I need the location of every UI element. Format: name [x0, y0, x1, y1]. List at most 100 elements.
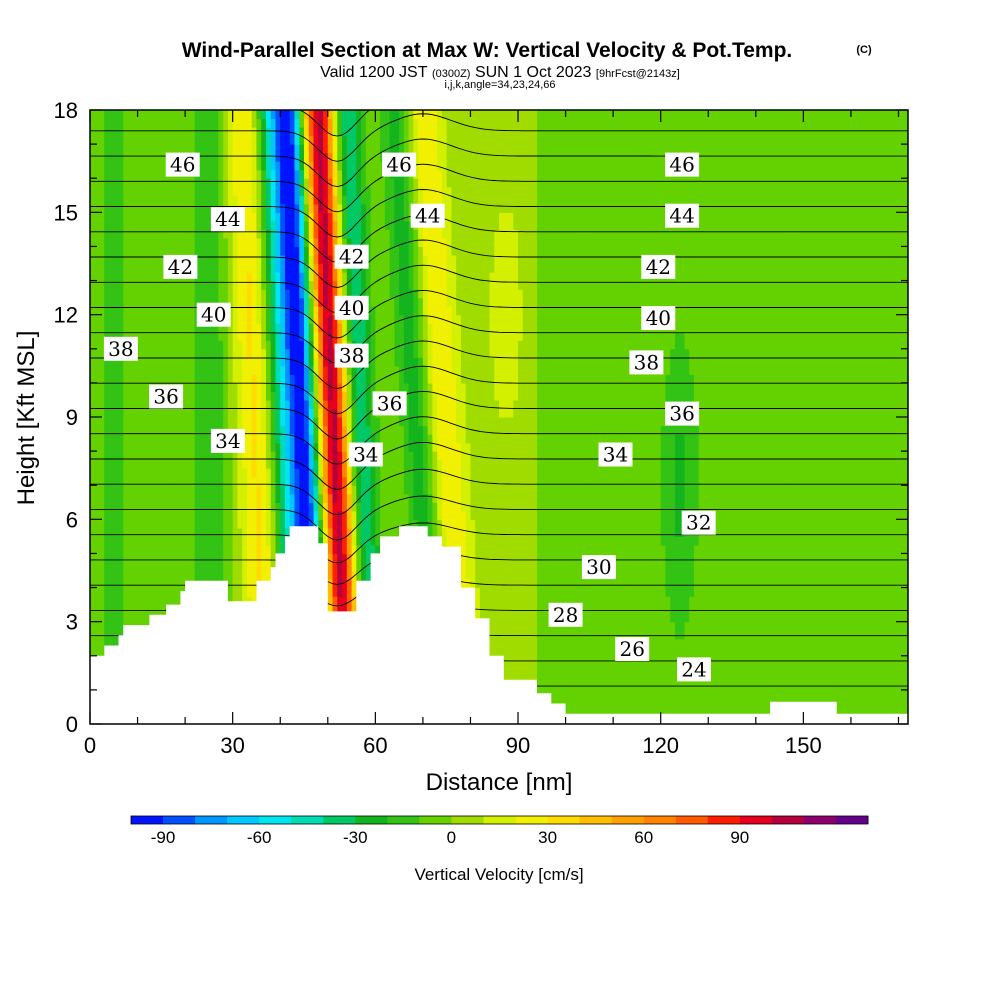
velocity-cell	[337, 527, 343, 537]
velocity-cell	[351, 280, 357, 290]
velocity-cell	[113, 169, 120, 179]
velocity-cell	[128, 544, 134, 555]
velocity-cell	[242, 570, 248, 580]
velocity-cell	[151, 374, 158, 384]
velocity-cell	[156, 331, 162, 341]
velocity-cell	[351, 169, 357, 179]
velocity-cell	[223, 229, 229, 239]
velocity-cell	[128, 596, 134, 606]
velocity-cell	[151, 459, 158, 469]
velocity-cell	[246, 357, 253, 367]
velocity-cell	[270, 340, 277, 350]
velocity-cell	[399, 519, 405, 529]
velocity-cell	[123, 229, 129, 239]
velocity-cell	[313, 297, 319, 307]
velocity-cell	[194, 544, 200, 555]
velocity-cell	[118, 297, 124, 307]
velocity-cell	[280, 417, 286, 427]
velocity-cell	[232, 451, 239, 461]
velocity-cell	[294, 485, 300, 495]
velocity-cell	[346, 374, 353, 384]
velocity-cell	[142, 289, 148, 299]
velocity-cell	[256, 152, 262, 162]
velocity-cell	[161, 365, 167, 375]
velocity-cell	[246, 544, 253, 555]
velocity-cell	[123, 289, 129, 299]
velocity-cell	[94, 502, 101, 512]
velocity-cell	[294, 365, 300, 375]
velocity-cell	[351, 237, 357, 248]
velocity-cell	[361, 144, 367, 154]
velocity-cell	[270, 161, 277, 171]
velocity-cell	[356, 468, 362, 478]
velocity-cell	[256, 442, 262, 452]
velocity-cell	[118, 220, 124, 230]
velocity-cell	[223, 451, 229, 461]
velocity-cell	[185, 348, 191, 358]
velocity-cell	[189, 502, 196, 512]
velocity-cell	[251, 502, 258, 512]
velocity-cell	[384, 289, 391, 299]
velocity-cell	[213, 118, 220, 128]
velocity-cell	[232, 323, 239, 333]
velocity-cell	[166, 127, 172, 137]
velocity-cell	[142, 110, 148, 120]
velocity-cell	[275, 365, 281, 375]
velocity-cell	[265, 451, 272, 461]
velocity-cell	[204, 519, 210, 529]
velocity-cell	[166, 365, 172, 375]
velocity-cell	[256, 246, 262, 256]
velocity-cell	[370, 127, 376, 137]
velocity-cell	[94, 289, 101, 299]
velocity-cell	[113, 553, 120, 563]
velocity-cell	[94, 144, 101, 154]
velocity-cell	[237, 110, 243, 120]
velocity-cell	[408, 510, 414, 520]
velocity-cell	[132, 502, 139, 512]
velocity-cell	[227, 391, 234, 401]
velocity-cell	[399, 459, 405, 469]
velocity-cell	[365, 280, 372, 290]
velocity-cell	[94, 280, 101, 290]
velocity-cell	[346, 425, 353, 435]
velocity-cell	[137, 186, 143, 196]
velocity-cell	[318, 263, 324, 273]
velocity-cell	[161, 468, 167, 478]
velocity-cell	[270, 348, 277, 358]
velocity-cell	[94, 493, 101, 503]
velocity-cell	[175, 425, 181, 435]
velocity-cell	[180, 314, 186, 324]
velocity-cell	[185, 519, 191, 529]
velocity-cell	[261, 561, 267, 572]
velocity-cell	[227, 553, 234, 563]
velocity-cell	[185, 536, 191, 546]
velocity-cell	[365, 425, 372, 435]
velocity-cell	[223, 161, 229, 171]
velocity-cell	[175, 212, 181, 222]
velocity-cell	[237, 365, 243, 375]
velocity-cell	[318, 118, 324, 128]
velocity-cell	[113, 527, 120, 537]
velocity-cell	[90, 280, 96, 290]
velocity-cell	[137, 169, 143, 179]
velocity-cell	[413, 357, 419, 367]
velocity-cell	[313, 280, 319, 290]
velocity-cell	[256, 331, 262, 341]
velocity-cell	[194, 485, 200, 495]
velocity-cell	[394, 425, 400, 435]
velocity-cell	[194, 510, 200, 520]
velocity-cell	[370, 237, 376, 248]
velocity-cell	[180, 485, 186, 495]
velocity-cell	[308, 357, 315, 367]
velocity-cell	[213, 536, 220, 546]
velocity-cell	[166, 178, 172, 188]
velocity-cell	[94, 110, 101, 120]
velocity-cell	[261, 246, 267, 256]
velocity-cell	[389, 118, 395, 128]
velocity-cell	[265, 220, 272, 230]
velocity-cell	[123, 382, 129, 393]
velocity-cell	[185, 331, 191, 341]
velocity-cell	[208, 468, 215, 478]
velocity-cell	[356, 553, 362, 563]
velocity-cell	[123, 263, 129, 273]
